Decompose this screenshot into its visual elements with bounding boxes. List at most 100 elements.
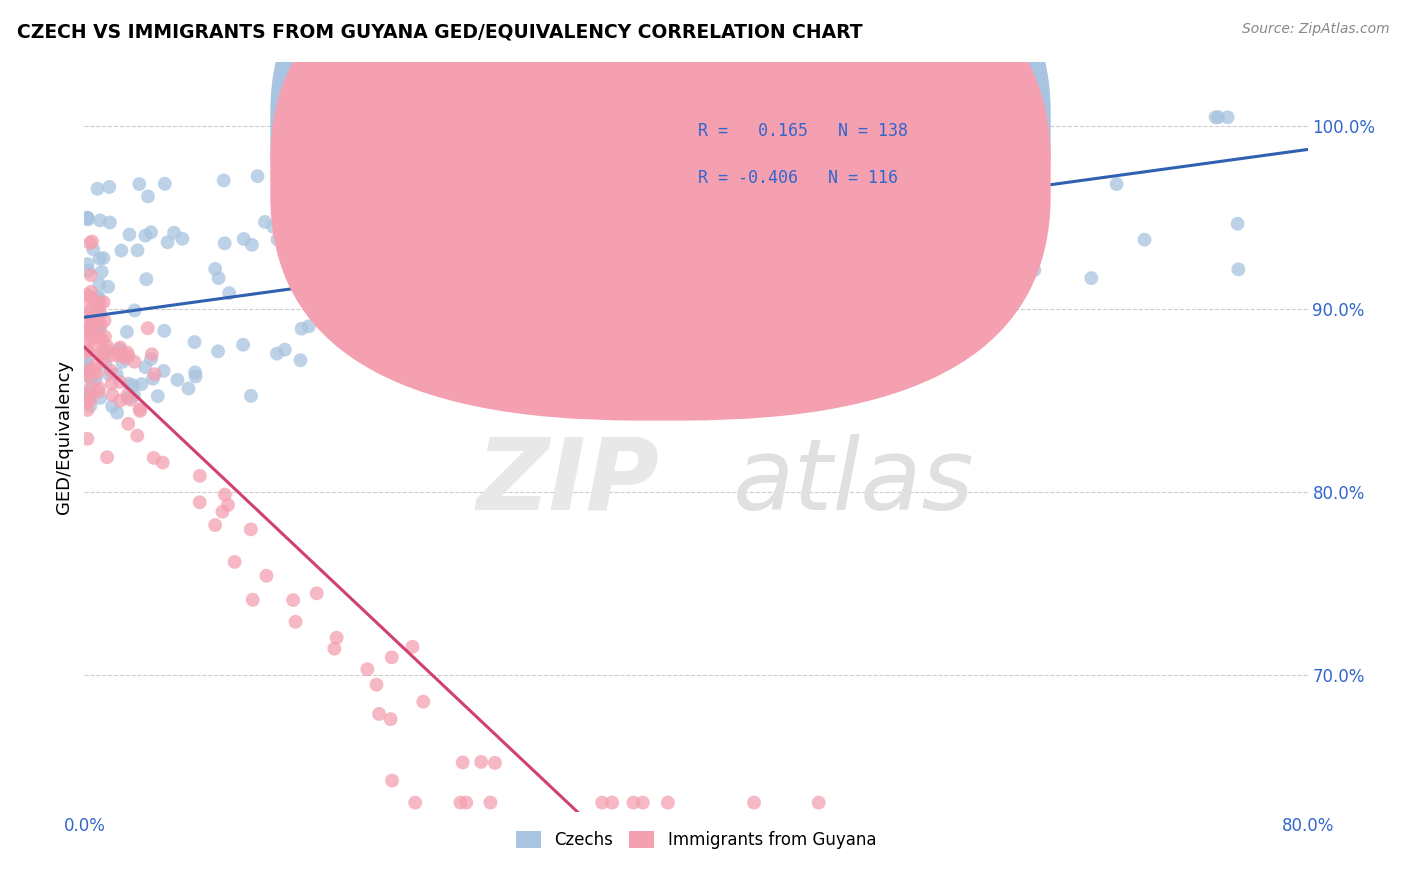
Point xyxy=(110,244,132,258)
Point xyxy=(834,135,856,149)
Point xyxy=(76,403,98,417)
Point xyxy=(842,146,865,161)
Point xyxy=(419,183,441,197)
Text: R =   0.165   N = 138: R = 0.165 N = 138 xyxy=(699,121,908,140)
Point xyxy=(105,406,128,420)
Point xyxy=(769,120,792,134)
Point xyxy=(1080,271,1102,285)
Point xyxy=(86,314,108,328)
Point xyxy=(77,320,100,334)
Point xyxy=(84,294,107,309)
Point xyxy=(80,310,103,324)
Point xyxy=(76,388,98,402)
Point xyxy=(412,695,434,709)
Point xyxy=(87,290,110,304)
Point xyxy=(89,277,111,292)
Point xyxy=(110,343,132,357)
Point xyxy=(218,286,240,301)
Point xyxy=(86,367,108,381)
Point xyxy=(122,388,145,402)
Point xyxy=(266,346,288,360)
Point xyxy=(118,376,141,391)
Point xyxy=(86,182,108,196)
Point xyxy=(141,347,163,361)
Point xyxy=(934,285,956,300)
Point xyxy=(80,290,103,304)
Point xyxy=(380,196,402,211)
Point xyxy=(94,343,117,358)
Point xyxy=(76,369,98,384)
Point xyxy=(80,332,103,346)
Point xyxy=(127,244,149,258)
Point xyxy=(77,363,100,377)
Point xyxy=(76,351,98,365)
Point xyxy=(298,319,321,334)
Point xyxy=(907,283,929,297)
Point xyxy=(89,252,111,266)
Point xyxy=(82,317,104,331)
Point xyxy=(76,395,98,409)
Point xyxy=(108,343,131,357)
Point xyxy=(266,233,288,247)
Point xyxy=(626,328,648,343)
Point xyxy=(776,132,799,146)
Point xyxy=(188,495,211,509)
Point xyxy=(359,234,381,248)
Point xyxy=(128,402,150,417)
Point xyxy=(80,327,103,342)
Point xyxy=(591,796,613,810)
Point xyxy=(76,288,98,302)
Point xyxy=(89,213,111,227)
Point xyxy=(253,215,276,229)
Point xyxy=(108,341,131,355)
Point xyxy=(184,365,207,379)
Point xyxy=(537,318,560,333)
Point xyxy=(283,593,305,607)
Point xyxy=(98,215,121,229)
Point xyxy=(87,311,110,326)
Point xyxy=(274,343,297,357)
Point xyxy=(1205,110,1227,124)
Point xyxy=(793,233,815,247)
Point xyxy=(912,110,935,124)
Point xyxy=(720,136,742,150)
Point xyxy=(105,367,128,381)
Point xyxy=(1133,233,1156,247)
Point xyxy=(404,796,426,810)
Point xyxy=(742,796,765,810)
Point xyxy=(86,304,108,318)
Point xyxy=(470,755,492,769)
Point xyxy=(859,211,882,225)
Point xyxy=(117,417,139,431)
Point xyxy=(80,312,103,326)
Point xyxy=(80,268,103,283)
Point xyxy=(1216,110,1239,124)
Point xyxy=(152,456,174,470)
Point xyxy=(1227,262,1250,277)
Point xyxy=(79,399,101,413)
Point xyxy=(131,377,153,392)
Point xyxy=(77,334,100,348)
Point xyxy=(134,228,156,243)
Point xyxy=(1024,263,1046,277)
Point xyxy=(101,388,124,402)
Point xyxy=(1226,217,1249,231)
Point xyxy=(111,355,134,369)
Point xyxy=(76,316,98,330)
Point xyxy=(77,263,100,277)
Point xyxy=(93,295,115,310)
Point xyxy=(934,110,956,124)
Text: ZIP: ZIP xyxy=(477,434,659,531)
Point xyxy=(931,186,953,201)
Point xyxy=(240,238,263,252)
Point xyxy=(82,243,104,257)
Point xyxy=(89,297,111,311)
Point xyxy=(118,227,141,242)
Point xyxy=(76,432,98,446)
Point xyxy=(291,321,314,335)
Point xyxy=(76,211,98,225)
Point xyxy=(94,356,117,370)
Point xyxy=(117,349,139,363)
Point xyxy=(79,236,101,251)
Point xyxy=(97,279,120,293)
